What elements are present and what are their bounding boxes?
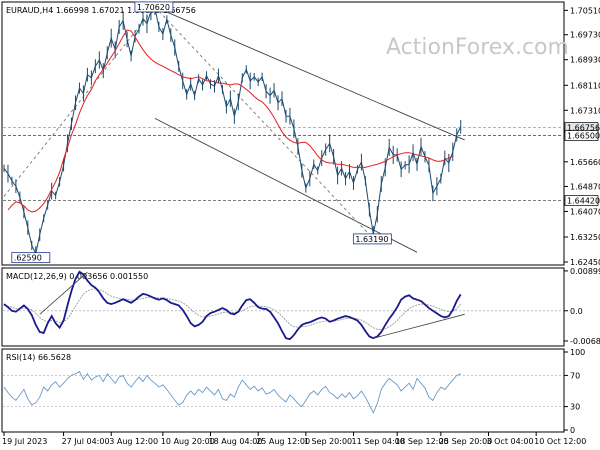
rsi-line [3,370,461,414]
macd-signal-line [3,288,462,331]
price-callout-label: 1.70620 [137,3,170,12]
x-tick-label: 3 Aug 12:00 [109,437,158,446]
price-tick-label: 1.62450 [570,258,600,267]
price-callout-label: 1.63190 [355,235,388,244]
macd-line [3,270,462,341]
macd-panel: MACD(12,26,9) 0.003656 0.001550 0.008996… [1,267,600,347]
rsi-tick-label: 0 [570,426,575,435]
x-tick-label: 25 Aug 12:00 [256,437,310,446]
macd-tick-label: -0.006816 [570,337,600,346]
price-level-label: 1.64420 [567,196,600,205]
price-tick-label: 1.68930 [570,56,600,65]
price-tick-label: 1.63250 [570,233,600,242]
macd-tick-label: 0.0 [570,307,583,316]
rsi-axis: 100 70 30 0 [564,348,585,435]
x-tick-label: 1 Sep 20:00 [304,437,352,446]
watermark: ActionForex.com [386,35,569,60]
price-level-label: 1.66500 [567,132,600,141]
price-tick-label: 1.65660 [570,158,600,167]
rsi-header: RSI(14) 66.5628 [6,353,71,362]
x-tick-label: 18 Sep 12:00 [395,437,448,446]
macd-axis: 0.008996 0.0 -0.006816 [564,267,600,346]
x-tick-label: 3 Oct 04:00 [487,437,534,446]
x-tick-label: 11 Sep 04:00 [351,437,404,446]
price-level-label: 1.66756 [567,124,600,133]
price-callouts: 1.70620 1.63190 .62590 [11,1,392,264]
macd-trendline [373,313,465,339]
price-tick-label: 1.67310 [570,106,600,115]
rsi-series [3,370,563,414]
price-callout-label: .62590 [14,254,42,263]
price-dashed-trendline [3,6,156,197]
price-panel: ActionForex.com EURAUD,H4 1.66998 1.6702… [1,1,600,267]
price-callout-box [11,252,51,264]
rsi-panel: RSI(14) 66.5628 100 70 30 0 [1,348,585,435]
x-tick-label: 10 Aug 20:00 [161,437,215,446]
price-tick-label: 1.64070 [570,207,600,216]
price-tick-label: 1.64870 [570,182,600,191]
price-line [3,7,462,256]
price-header: EURAUD,H4 1.66998 1.67021 1.66673 1.6675… [6,6,196,15]
x-tick-label: 18 Aug 04:00 [209,437,263,446]
price-level-box [564,130,599,141]
macd-trendline [39,271,88,315]
macd-series [3,270,563,341]
macd-tick-label: 0.008996 [570,267,600,276]
x-tick-label: 10 Oct 12:00 [534,437,586,446]
price-callout-box [352,233,392,245]
rsi-tick-label: 30 [570,403,580,412]
price-series [3,1,462,262]
x-tick-label: 25 Sep 20:00 [439,437,492,446]
price-channel-line [154,6,465,141]
rsi-tick-label: 70 [570,371,580,380]
price-callout-box [134,1,174,13]
x-tick-label: 19 Jul 2023 [2,437,47,446]
moving-average-line [7,29,454,213]
price-dashed-trendline [154,6,374,240]
price-axis: 1.70510 1.69730 1.68930 1.68110 1.67310 1.656… [564,6,600,267]
rsi-tick-label: 100 [570,348,585,357]
price-tick-label: 1.68110 [570,81,600,90]
x-tick-label: 27 Jul 04:00 [62,437,110,446]
x-axis: 19 Jul 2023 27 Jul 04:00 3 Aug 12:00 10 Aug… [2,432,586,446]
price-tick-label: 1.69730 [570,31,600,40]
price-tick-label: 1.70510 [570,6,600,15]
price-level-box [564,195,599,206]
